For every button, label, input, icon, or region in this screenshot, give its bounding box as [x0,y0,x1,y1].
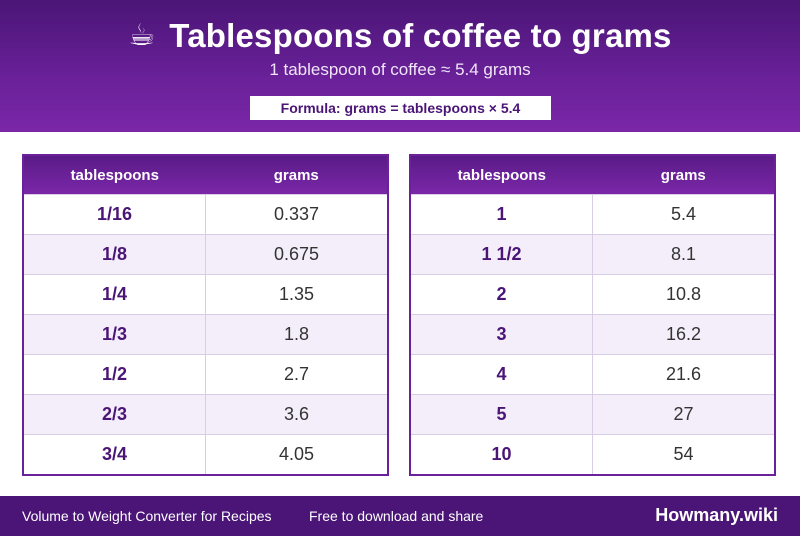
grams-cell: 0.675 [205,234,388,275]
grams-cell: 0.337 [205,194,388,235]
tablespoons-cell: 1/16 [23,194,206,235]
tablespoons-cell: 2 [410,274,593,315]
table-row: 10 54 [410,434,775,475]
tablespoons-cell: 3/4 [23,434,206,475]
table-row: 2/3 3.6 [23,394,388,435]
grams-cell: 3.6 [205,394,388,435]
column-header-grams: grams [205,155,388,195]
table-header-row: tablespoons grams [410,155,775,195]
grams-cell: 4.05 [205,434,388,475]
tablespoons-cell: 1/3 [23,314,206,355]
page-subtitle: 1 tablespoon of coffee ≈ 5.4 grams [269,60,531,79]
tablespoons-cell: 4 [410,354,593,395]
table-header-row: tablespoons grams [23,155,388,195]
tablespoons-cell: 3 [410,314,593,355]
tablespoons-cell: 2/3 [23,394,206,435]
table-row: 1 5.4 [410,194,775,235]
tablespoons-cell: 1 [410,194,593,235]
grams-cell: 54 [592,434,775,475]
column-header-tablespoons: tablespoons [410,155,593,195]
table-row: 1/3 1.8 [23,314,388,355]
grams-cell: 5.4 [592,194,775,235]
page-title: Tablespoons of coffee to grams [169,17,672,54]
tablespoons-cell: 5 [410,394,593,435]
table-row: 1/8 0.675 [23,234,388,275]
header-banner: ☕ Tablespoons of coffee to grams 1 table… [0,0,800,132]
table-row: 1 1/2 8.1 [410,234,775,275]
tablespoons-cell: 1/4 [23,274,206,315]
table-row: 2 10.8 [410,274,775,315]
grams-cell: 1.8 [205,314,388,355]
grams-cell: 2.7 [205,354,388,395]
table-row: 3 16.2 [410,314,775,355]
formula-box: Formula: grams = tablespoons × 5.4 [250,96,551,120]
table-row: 1/2 2.7 [23,354,388,395]
footer-tagline: Volume to Weight Converter for Recipes [22,508,272,524]
grams-cell: 8.1 [592,234,775,275]
table-row: 1/16 0.337 [23,194,388,235]
column-header-tablespoons: tablespoons [23,155,206,195]
conversion-table-left: tablespoons grams 1/16 0.337 1/8 0.675 1/4… [22,154,389,476]
table-row: 1/4 1.35 [23,274,388,315]
coffee-cup-icon: ☕ [128,18,156,53]
table-row: 3/4 4.05 [23,434,388,475]
grams-cell: 1.35 [205,274,388,315]
title-row: ☕ Tablespoons of coffee to grams [0,14,800,58]
tablespoons-cell: 1/8 [23,234,206,275]
footer-bar: Volume to Weight Converter for Recipes F… [0,496,800,536]
footer-share-note: Free to download and share [309,508,484,524]
grams-cell: 27 [592,394,775,435]
tablespoons-cell: 1 1/2 [410,234,593,275]
grams-cell: 16.2 [592,314,775,355]
tablespoons-cell: 1/2 [23,354,206,395]
grams-cell: 21.6 [592,354,775,395]
table-row: 5 27 [410,394,775,435]
column-header-grams: grams [592,155,775,195]
tablespoons-cell: 10 [410,434,593,475]
brand-logo-text: Howmany.wiki [655,505,778,525]
grams-cell: 10.8 [592,274,775,315]
table-row: 4 21.6 [410,354,775,395]
